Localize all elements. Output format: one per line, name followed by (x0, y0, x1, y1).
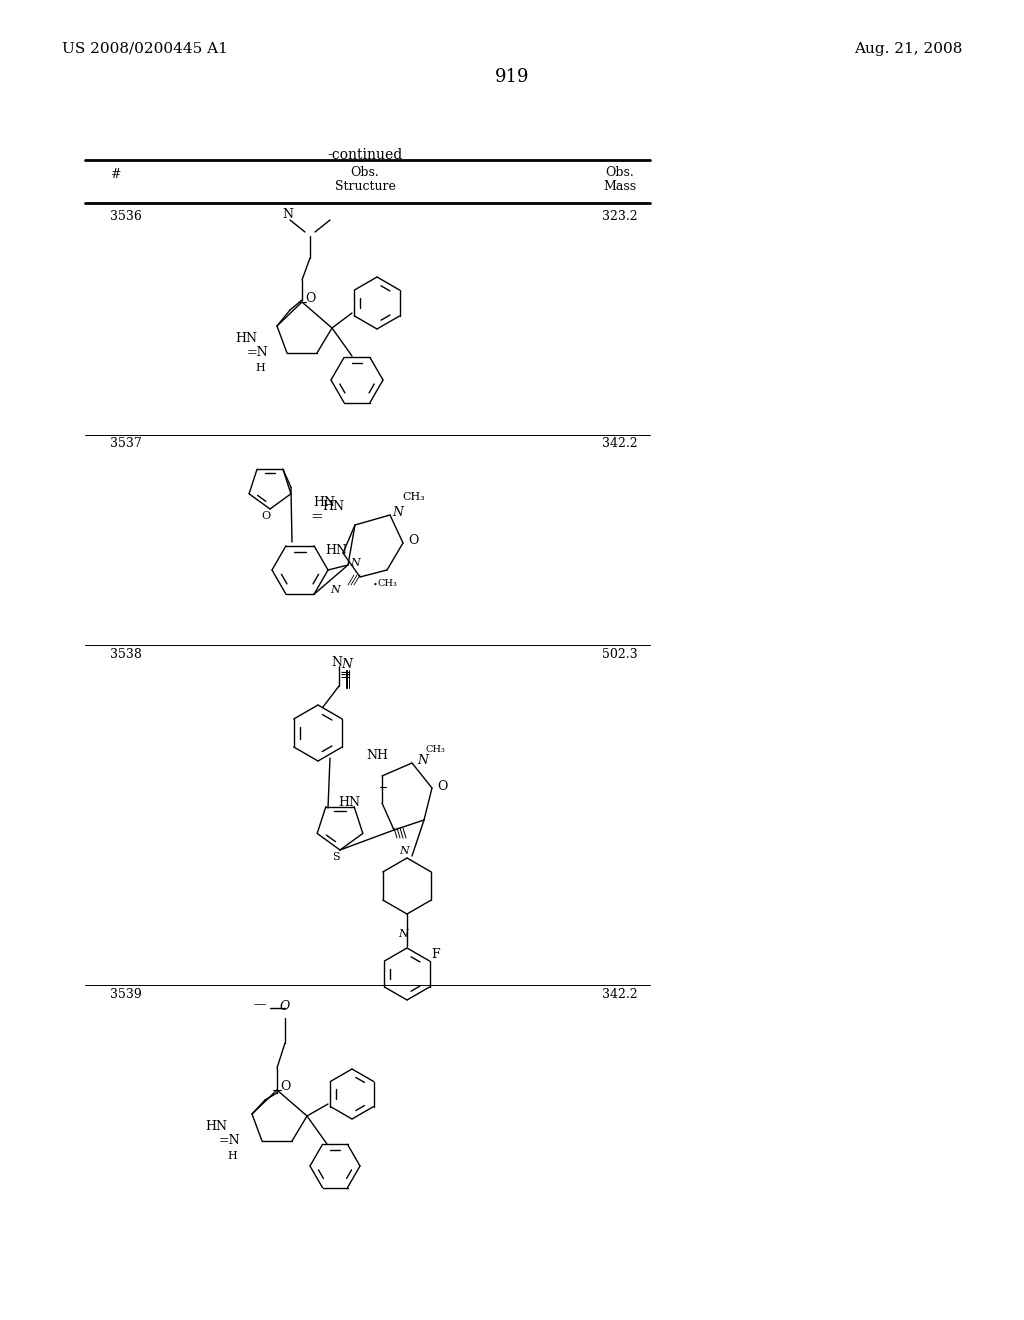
Text: N: N (341, 657, 352, 671)
Text: H: H (255, 363, 265, 374)
Text: #: # (110, 168, 121, 181)
Text: =: = (310, 510, 323, 524)
Text: NH: NH (366, 748, 388, 762)
Text: US 2008/0200445 A1: US 2008/0200445 A1 (62, 42, 228, 55)
Text: HN: HN (234, 331, 257, 345)
Text: N: N (399, 846, 409, 855)
Text: 342.2: 342.2 (602, 437, 638, 450)
Text: HN: HN (313, 496, 335, 510)
Text: 3536: 3536 (110, 210, 142, 223)
Text: 3537: 3537 (110, 437, 141, 450)
Text: O: O (437, 780, 447, 792)
Text: Structure: Structure (335, 180, 395, 193)
Text: —: — (254, 998, 266, 1011)
Text: O: O (261, 511, 270, 521)
Text: N: N (398, 929, 408, 939)
Text: 3539: 3539 (110, 987, 141, 1001)
Text: F: F (431, 948, 439, 961)
Text: 323.2: 323.2 (602, 210, 638, 223)
Text: HN: HN (325, 544, 347, 557)
Text: O: O (280, 1001, 290, 1012)
Text: CH₃: CH₃ (426, 744, 445, 754)
Text: HN: HN (205, 1119, 227, 1133)
Text: N: N (283, 207, 294, 220)
Text: N: N (350, 558, 359, 568)
Text: N: N (392, 507, 403, 520)
Text: 342.2: 342.2 (602, 987, 638, 1001)
Text: -continued: -continued (328, 148, 402, 162)
Text: CH₃: CH₃ (378, 578, 398, 587)
Text: 3538: 3538 (110, 648, 142, 661)
Text: O: O (305, 292, 315, 305)
Text: Obs.: Obs. (605, 166, 635, 180)
Text: =N: =N (219, 1134, 241, 1147)
Text: HN: HN (322, 500, 344, 513)
Text: HN: HN (338, 796, 360, 809)
Text: CH₃: CH₃ (402, 492, 425, 502)
Text: Aug. 21, 2008: Aug. 21, 2008 (854, 42, 962, 55)
Text: H: H (227, 1151, 237, 1162)
Text: O: O (408, 535, 419, 548)
Text: N: N (331, 656, 342, 669)
Text: Mass: Mass (603, 180, 637, 193)
Text: O: O (280, 1080, 290, 1093)
Text: 502.3: 502.3 (602, 648, 638, 661)
Text: ≡: ≡ (339, 668, 351, 682)
Text: 919: 919 (495, 69, 529, 86)
Text: •: • (373, 581, 378, 589)
Text: N: N (330, 585, 340, 595)
Text: Obs.: Obs. (350, 166, 379, 180)
Text: =N: =N (247, 346, 268, 359)
Text: S: S (332, 851, 340, 862)
Text: N: N (417, 755, 428, 767)
